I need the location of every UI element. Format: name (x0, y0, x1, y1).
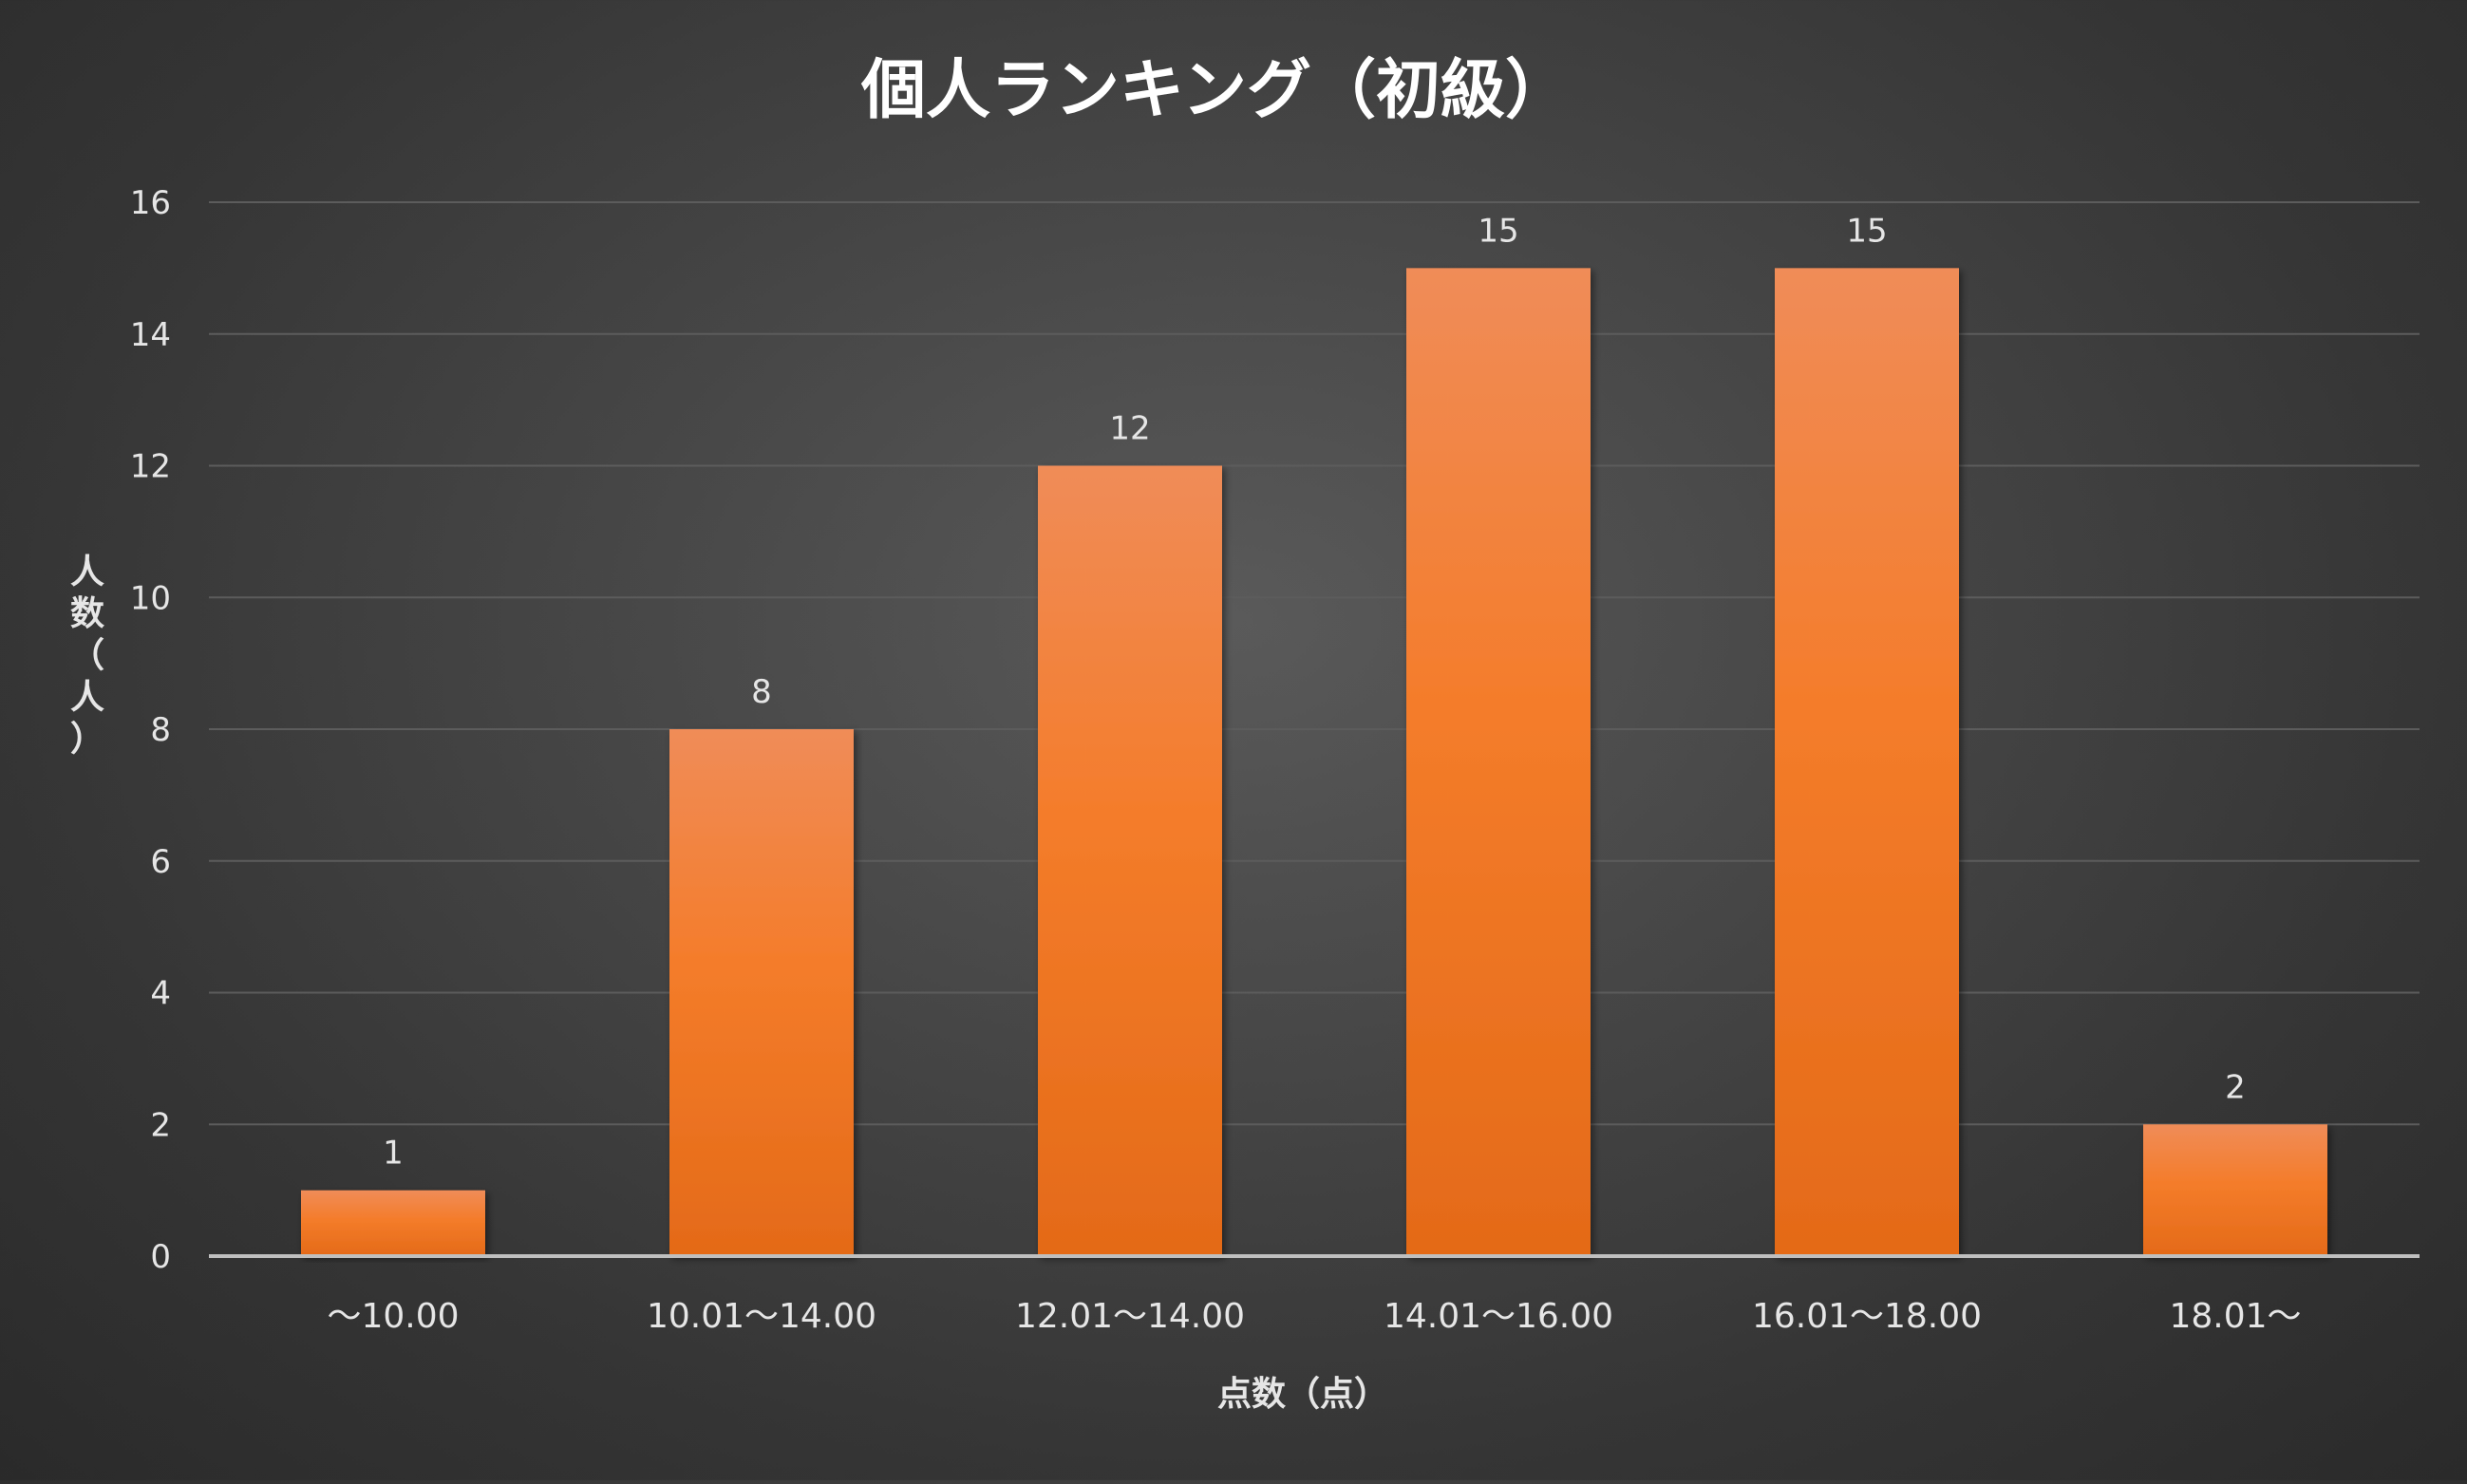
y-tick-label: 16 (130, 184, 171, 222)
y-tick-label: 14 (130, 316, 171, 354)
x-axis-title: 点数（点） (1217, 1375, 1388, 1414)
chart-title: 個人ランキング（初級） (860, 53, 1570, 128)
data-labels: 1 8 12 15 15 2 (383, 212, 2246, 1172)
bar (301, 1190, 485, 1256)
bar (2143, 1124, 2327, 1256)
y-axis-ticks: 0 2 4 6 8 10 12 14 16 (130, 184, 171, 1276)
bar (1775, 268, 1959, 1256)
data-label: 12 (1109, 410, 1150, 448)
bars (301, 268, 2327, 1256)
x-tick-label: 〜10.00 (327, 1297, 459, 1336)
bar (1038, 465, 1222, 1256)
y-tick-label: 0 (150, 1238, 171, 1276)
bar (669, 729, 854, 1256)
x-tick-label: 12.01〜14.00 (1015, 1297, 1245, 1336)
y-tick-label: 8 (150, 711, 171, 749)
data-label: 8 (751, 673, 772, 711)
x-tick-label: 18.01〜 (2169, 1297, 2301, 1336)
data-label: 1 (383, 1135, 404, 1173)
y-tick-label: 2 (150, 1106, 171, 1144)
y-tick-label: 6 (150, 843, 171, 881)
x-axis-ticks: 〜10.00 10.01〜14.00 12.01〜14.00 14.01〜16.00 1… (327, 1297, 2301, 1336)
gridlines (209, 201, 2420, 1126)
data-label: 2 (2225, 1068, 2246, 1106)
y-axis-title: 人数（人） (70, 553, 104, 759)
x-tick-label: 10.01〜14.00 (647, 1297, 876, 1336)
y-tick-label: 4 (150, 975, 171, 1013)
y-tick-label: 12 (130, 448, 171, 486)
data-label: 15 (1846, 212, 1887, 250)
x-tick-label: 14.01〜16.00 (1384, 1297, 1613, 1336)
data-label: 15 (1478, 212, 1518, 250)
y-tick-label: 10 (130, 579, 171, 617)
bar (1406, 268, 1591, 1256)
x-tick-label: 16.01〜18.00 (1752, 1297, 1982, 1336)
